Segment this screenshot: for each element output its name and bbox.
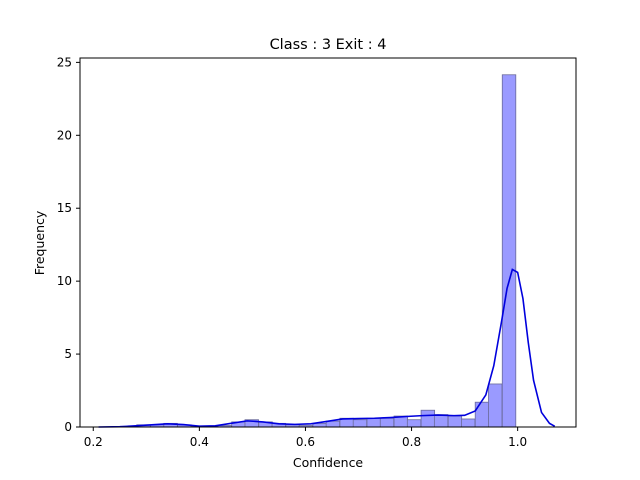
y-tick-label: 0 <box>64 420 72 434</box>
histogram-bar <box>461 418 476 428</box>
x-tick-label: 0.8 <box>402 435 421 449</box>
histogram-bar <box>488 383 503 428</box>
y-tick-label: 15 <box>57 201 72 215</box>
y-tick-label: 10 <box>57 274 72 288</box>
histogram-bar <box>447 415 463 428</box>
y-axis-label: Frequency <box>32 210 47 275</box>
y-tick-label: 20 <box>57 128 72 142</box>
histogram-bar <box>474 401 490 428</box>
x-tick-label: 0.4 <box>190 435 209 449</box>
histogram-bar <box>501 74 517 428</box>
histogram-bar <box>406 419 422 428</box>
bars-group <box>136 74 517 428</box>
histogram-bar <box>433 414 449 428</box>
chart-title: Class : 3 Exit : 4 <box>270 37 387 53</box>
y-axis-ticks: 0 5 10 15 20 25 <box>57 55 80 434</box>
histogram-bar <box>379 417 395 428</box>
y-tick-label: 5 <box>64 347 72 361</box>
histogram-bar <box>352 419 368 428</box>
x-axis-label: Confidence <box>293 455 364 470</box>
x-tick-label: 0.2 <box>84 435 103 449</box>
histogram-bar <box>420 409 436 428</box>
kde-curve <box>98 268 556 428</box>
x-tick-label: 0.6 <box>296 435 315 449</box>
x-tick-label: 1.0 <box>508 435 527 449</box>
plot-frame <box>79 57 577 428</box>
histogram-bar <box>366 417 381 428</box>
y-tick-label: 25 <box>57 55 72 69</box>
x-axis-ticks: 0.2 0.4 0.6 0.8 1.0 <box>84 427 527 449</box>
histogram-bar <box>325 420 341 428</box>
